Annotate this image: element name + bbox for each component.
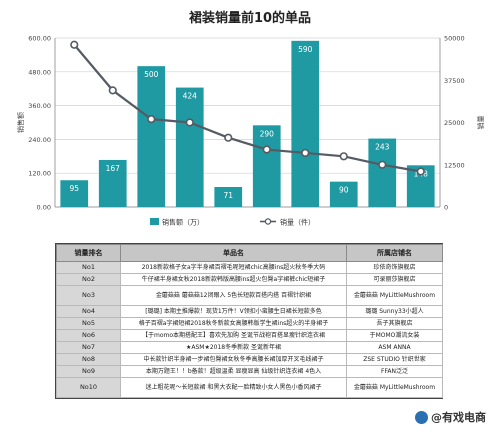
bar-data-label: 590 [298,45,313,54]
table-row: No9 本期万题王！！b备款！超级温柔 显瘦显高 仙级针织连衣裙 4色入 FFAN泛… [56,365,443,378]
store-cell: 于MOMO潮流女装 [346,329,443,342]
line-series [70,40,425,176]
bar-data-label: 95 [69,184,79,193]
watermark: @有戏电商 [412,408,492,426]
item-cell: ★ASM★2018冬季新款 圣诞新年裙 [120,341,347,354]
rank-cell: No3 [56,285,121,306]
rank-cell: No5 [56,317,121,330]
rank-cell: No1 [56,261,121,274]
line-point [185,118,194,127]
table-row: No6 【于momo本期搭配王】喜欢先加购 圣诞节战袍百搭显瘦针织连衣裙 于MOMO… [56,329,443,342]
table-row: No2 牛仔裙半身裙女秋2018新款韩版高腰ins超火包臀a字裙裤chic短裙子可… [56,273,443,286]
header-rank: 销量排名 [56,244,121,262]
sales-volume-line [73,44,421,173]
store-cell: 可录丽莎旗舰店 [346,273,443,286]
rank-cell: No2 [56,273,121,286]
line-point [70,40,79,49]
legend: 销售额（万） 销量（件） [150,218,315,227]
store-cell: 吾子其旗舰店 [346,317,443,330]
store-cell: 金蘑菇菇 MyLittleMushroom [346,285,443,306]
bar-data-label: 167 [106,164,121,173]
y-tick-left: 0.00 [37,204,51,212]
store-cell: FFAN泛泛 [346,365,443,378]
rank-cell: No7 [56,341,121,354]
item-cell: [璐璐] 本期主推爆款！现货1万件！V领扣小蛮腰生日裙长短款多色 [120,305,347,318]
ranking-table: 销量排名 单品名 所属店铺名 No1 2018新款格子女a字半身裙百褶毛呢短裙ch… [55,243,443,399]
table-row: No3 金蘑菇菇 蘑菇菇12闭眼入 5色长短款百搭内搭 百褶针织裙 金蘑菇菇 MyL… [56,285,443,306]
bar [214,187,243,207]
item-cell: 格子百褶a字裙短裙2018秋冬新款女高腰韩版学生裙ins超火的半身裙子 [120,317,347,330]
table-row: No1 2018新款格子女a字半身裙百褶毛呢短裙chic高腰ins超火秋冬季大码珍… [56,261,443,274]
y-axis-label-left: 销售额 [16,112,25,133]
table-row: No4 [璐璐] 本期主推爆款！现货1万件！V领扣小蛮腰生日裙长短款多色 璐璐 Su… [56,305,443,318]
rank-cell: No10 [56,377,121,398]
bar [368,138,397,207]
line-point [416,167,425,176]
legend-marker-line [264,218,272,225]
line-point [262,145,271,154]
y-tick-right: 0 [444,204,448,212]
bar [291,40,320,207]
legend-label-line: 销量（件） [280,218,315,227]
store-cell: ASM ANNA [346,341,443,354]
rank-cell: No8 [56,353,121,366]
table-row: No5 格子百褶a字裙短裙2018秋冬新款女高腰韩版学生裙ins超火的半身裙子 吾子… [56,317,443,330]
bar-data-label: 290 [260,129,275,138]
header-item: 单品名 [120,244,347,262]
bar-data-label: 243 [375,143,390,152]
bar-data-label: 500 [144,70,159,79]
table-row: No10 迷上粗花呢～长短款裙 和黑大衣配一脸精致小女人黑色小香风裙子 金蘑菇菇 M… [56,377,443,398]
y-tick-left: 240.00 [28,136,51,144]
y-tick-right: 12500 [444,161,465,169]
store-cell: 金蘑菇菇 MyLittleMushroom [346,377,443,398]
bar [175,87,204,207]
line-point [224,133,233,142]
item-cell: 牛仔裙半身裙女秋2018新款韩版高腰ins超火包臀a字裙裤chic短裙子 [120,273,347,286]
legend-swatch-bar [150,218,159,225]
legend-label-bar: 销售额（万） [162,218,204,227]
y-tick-left: 480.00 [28,68,51,76]
line-point [147,115,156,124]
line-point [108,86,117,95]
rank-cell: No6 [56,329,121,342]
y-tick-left: 360.00 [28,102,51,110]
brand-logo-icon [415,410,428,424]
y-tick-right: 37500 [444,77,465,85]
item-cell: 2018新款格子女a字半身裙百褶毛呢短裙chic高腰ins超火秋冬季大码 [120,261,347,274]
table-row: No7 ★ASM★2018冬季新款 圣诞新年裙 ASM ANNA [56,341,443,354]
y-tick-right: 50000 [444,35,465,43]
line-point [301,148,310,158]
store-cell: 璐璐 Sunny33小超人 [346,305,443,318]
rank-cell: No4 [56,305,121,318]
item-cell: 中长款针织半身裙一步裙包臀裙女秋冬季高腰长裙加厚开叉毛线裙子 [120,353,347,366]
item-cell: 本期万题王！！b备款！超级温柔 显瘦显高 仙级针织连衣裙 4色入 [120,365,347,378]
chart-title: 裙装销量前10的单品 [189,10,311,26]
watermark-text: @有戏电商 [431,411,486,424]
y-axis-label-right: 销量 [476,116,485,130]
y-tick-right: 25000 [444,119,465,127]
y-tick-left: 600.00 [28,35,51,43]
item-cell: 【于momo本期搭配王】喜欢先加购 圣诞节战袍百搭显瘦针织连衣裙 [120,329,347,342]
bar [329,181,358,207]
header-store: 所属店铺名 [346,244,443,262]
bar-data-label: 90 [339,186,349,195]
combo-chart: 裙装销量前10的单品 0.00 120.00 240.00 360.00 480.00 6… [16,10,485,227]
store-cell: 珍依奇饰旗舰店 [346,261,443,274]
item-cell: 迷上粗花呢～长短款裙 和黑大衣配一脸精致小女人黑色小香风裙子 [120,377,347,398]
line-point [339,152,348,161]
bar [60,180,89,207]
table-row: No8 中长款针织半身裙一步裙包臀裙女秋冬季高腰长裙加厚开叉毛线裙子 ZSE STU… [56,353,443,366]
y-tick-left: 120.00 [28,170,51,178]
rank-cell: No9 [56,365,121,378]
bar-series: 951675004247129059090243148 [60,40,435,208]
item-cell: 金蘑菇菇 蘑菇菇12闭眼入 5色长短款百搭内搭 百褶针织裙 [120,285,347,306]
bar-data-label: 424 [183,92,198,101]
bar [137,66,166,208]
store-cell: ZSE STUDIO 针织世家 [346,353,443,366]
bar-data-label: 71 [223,191,233,200]
bar [98,159,127,207]
line-point [378,160,387,169]
bar [252,125,281,207]
